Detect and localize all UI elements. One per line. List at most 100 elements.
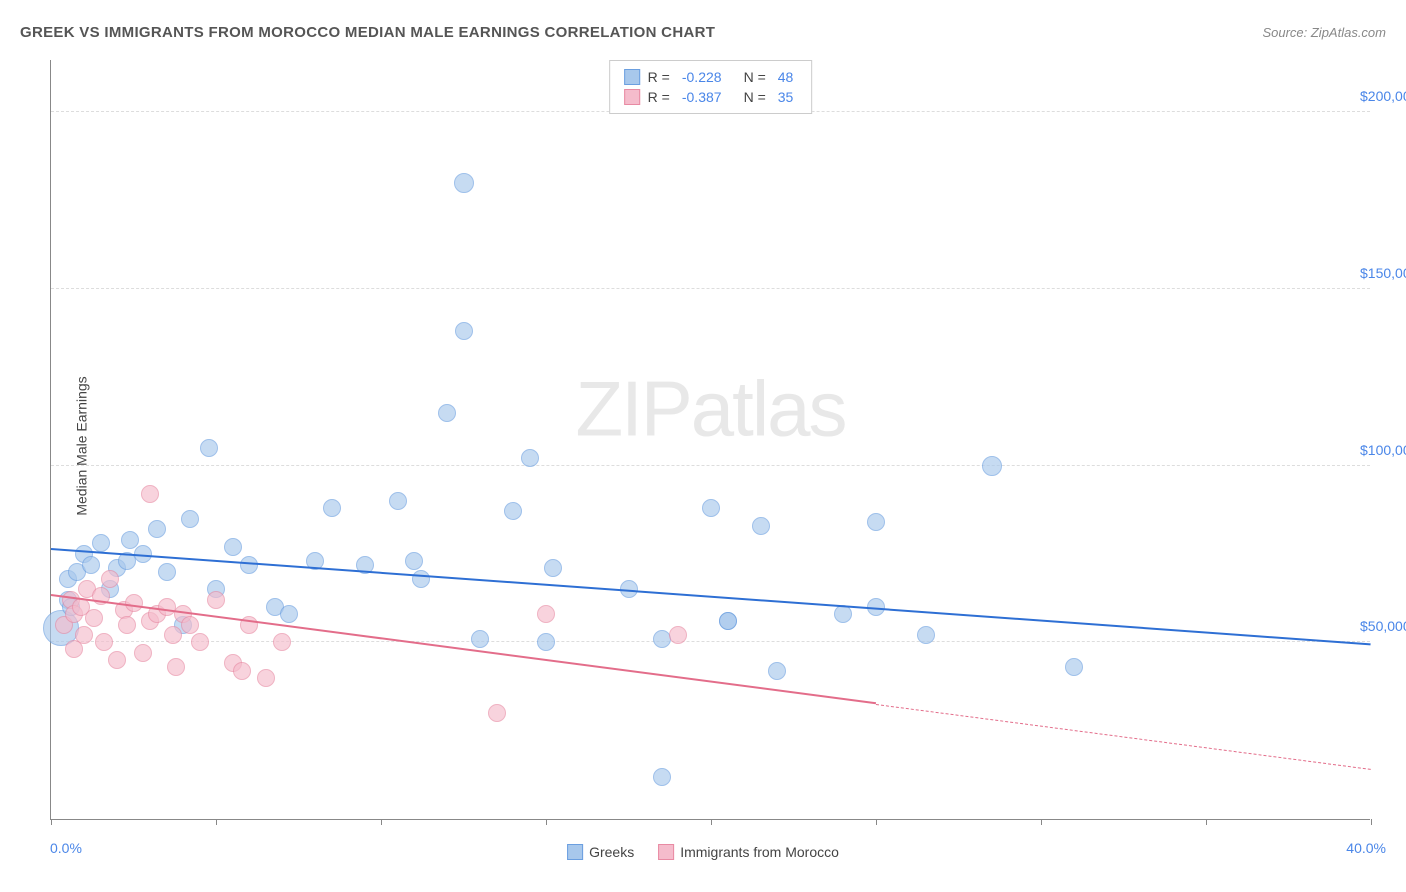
source-link[interactable]: ZipAtlas.com <box>1311 25 1386 40</box>
legend-r-label: R = <box>648 89 670 105</box>
data-point <box>82 556 100 574</box>
data-point <box>121 531 139 549</box>
data-point <box>181 510 199 528</box>
data-point <box>521 449 539 467</box>
data-point <box>917 626 935 644</box>
data-point <box>148 520 166 538</box>
data-point <box>438 404 456 422</box>
data-point <box>454 173 474 193</box>
legend-swatch <box>658 844 674 860</box>
legend-r-label: R = <box>648 69 670 85</box>
data-point <box>1065 658 1083 676</box>
data-point <box>537 633 555 651</box>
legend-n-label: N = <box>744 89 766 105</box>
data-point <box>867 513 885 531</box>
correlation-legend: R = -0.228 N = 48 R = -0.387 N = 35 <box>609 60 813 114</box>
data-point <box>504 502 522 520</box>
gridline <box>51 288 1370 289</box>
x-axis-min-label: 0.0% <box>50 840 82 856</box>
data-point <box>455 322 473 340</box>
legend-row: R = -0.228 N = 48 <box>624 67 798 87</box>
data-point <box>982 456 1002 476</box>
data-point <box>158 598 176 616</box>
y-tick-label: $100,000 <box>1360 442 1406 458</box>
data-point <box>669 626 687 644</box>
data-point <box>273 633 291 651</box>
data-point <box>75 626 93 644</box>
data-point <box>471 630 489 648</box>
data-point <box>537 605 555 623</box>
data-point <box>191 633 209 651</box>
data-point <box>141 485 159 503</box>
data-point <box>653 768 671 786</box>
chart-title: GREEK VS IMMIGRANTS FROM MOROCCO MEDIAN … <box>20 24 715 41</box>
data-point <box>752 517 770 535</box>
x-tick <box>711 819 712 825</box>
data-point <box>181 616 199 634</box>
data-point <box>405 552 423 570</box>
data-point <box>164 626 182 644</box>
trend-line <box>876 704 1371 770</box>
data-point <box>702 499 720 517</box>
data-point <box>719 612 737 630</box>
watermark-zip: ZIP <box>575 365 690 453</box>
data-point <box>92 534 110 552</box>
legend-n-value: 48 <box>778 69 794 85</box>
watermark-atlas: atlas <box>691 365 846 453</box>
data-point <box>101 570 119 588</box>
x-tick <box>876 819 877 825</box>
y-tick-label: $200,000 <box>1360 88 1406 104</box>
chart-header: GREEK VS IMMIGRANTS FROM MOROCCO MEDIAN … <box>20 24 1386 41</box>
legend-label: Greeks <box>589 844 634 860</box>
data-point <box>280 605 298 623</box>
scatter-plot: ZIPatlas R =-0.228N =48R =-0.387N =35 $5… <box>50 60 1370 820</box>
source-prefix: Source: <box>1262 25 1310 40</box>
legend-n-label: N = <box>744 69 766 85</box>
source-attribution: Source: ZipAtlas.com <box>1262 25 1386 40</box>
data-point <box>108 651 126 669</box>
legend-n-value: 35 <box>778 89 794 105</box>
watermark: ZIPatlas <box>575 364 845 455</box>
data-point <box>544 559 562 577</box>
legend-row: R = -0.387 N = 35 <box>624 87 798 107</box>
data-point <box>323 499 341 517</box>
data-point <box>233 662 251 680</box>
x-tick <box>381 819 382 825</box>
x-tick <box>1371 819 1372 825</box>
data-point <box>200 439 218 457</box>
legend-item: Immigrants from Morocco <box>658 844 839 860</box>
y-tick-label: $150,000 <box>1360 265 1406 281</box>
data-point <box>412 570 430 588</box>
data-point <box>768 662 786 680</box>
x-axis-max-label: 40.0% <box>1346 840 1386 856</box>
data-point <box>653 630 671 648</box>
legend-swatch <box>567 844 583 860</box>
data-point <box>389 492 407 510</box>
data-point <box>257 669 275 687</box>
gridline <box>51 465 1370 466</box>
x-tick <box>1041 819 1042 825</box>
legend-item: Greeks <box>567 844 634 860</box>
data-point <box>488 704 506 722</box>
data-point <box>207 591 225 609</box>
data-point <box>85 609 103 627</box>
x-tick <box>546 819 547 825</box>
y-tick-label: $50,000 <box>1360 618 1406 634</box>
x-tick <box>216 819 217 825</box>
trend-line <box>51 594 876 704</box>
legend-label: Immigrants from Morocco <box>680 844 839 860</box>
data-point <box>158 563 176 581</box>
x-tick <box>1206 819 1207 825</box>
data-point <box>224 538 242 556</box>
data-point <box>95 633 113 651</box>
series-legend: Greeks Immigrants from Morocco <box>567 844 839 860</box>
data-point <box>134 644 152 662</box>
legend-swatch <box>624 69 640 85</box>
legend-r-value: -0.228 <box>682 69 722 85</box>
data-point <box>167 658 185 676</box>
legend-r-value: -0.387 <box>682 89 722 105</box>
data-point <box>118 616 136 634</box>
gridline <box>51 641 1370 642</box>
x-tick <box>51 819 52 825</box>
legend-swatch <box>624 89 640 105</box>
